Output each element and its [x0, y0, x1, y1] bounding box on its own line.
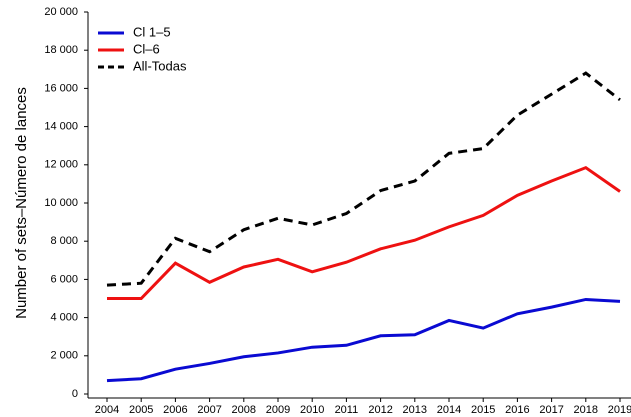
x-tick-label: 2015: [471, 404, 495, 416]
x-tick-label: 2018: [574, 404, 598, 416]
x-tick-label: 2006: [163, 404, 187, 416]
x-tick-label: 2017: [539, 404, 563, 416]
x-tick-label: 2011: [335, 404, 359, 416]
x-tick-label: 2013: [403, 404, 427, 416]
x-tick-label: 2008: [232, 404, 256, 416]
x-tick-label: 2007: [197, 404, 221, 416]
y-tick-label: 0: [72, 388, 78, 400]
x-tick-label: 2019: [608, 404, 631, 416]
x-tick-label: 2010: [300, 404, 324, 416]
x-tick-label: 2004: [95, 404, 119, 416]
y-tick-label: 18 000: [44, 44, 78, 56]
y-axis-label: Number of sets–Número de lances: [13, 87, 30, 319]
y-tick-label: 12 000: [44, 159, 78, 171]
x-tick-label: 2014: [437, 404, 461, 416]
x-tick-label: 2005: [129, 404, 153, 416]
y-tick-label: 4 000: [50, 312, 78, 324]
y-tick-label: 16 000: [44, 82, 78, 94]
legend-label: Cl–6: [133, 41, 160, 56]
x-tick-label: 2009: [266, 404, 290, 416]
y-tick-label: 6 000: [50, 273, 78, 285]
y-tick-label: 10 000: [44, 197, 78, 209]
x-tick-label: 2016: [505, 404, 529, 416]
series-line: [106, 71, 621, 287]
y-tick-label: 8 000: [50, 235, 78, 247]
series-line: [106, 297, 621, 383]
legend-label: Cl 1–5: [133, 24, 171, 39]
y-tick-label: 14 000: [44, 121, 78, 133]
series-line: [107, 165, 621, 300]
y-tick-label: 2 000: [50, 350, 78, 362]
y-tick-label: 20 000: [44, 6, 78, 18]
x-tick-label: 2012: [368, 404, 392, 416]
legend-label: All-Todas: [133, 58, 187, 73]
